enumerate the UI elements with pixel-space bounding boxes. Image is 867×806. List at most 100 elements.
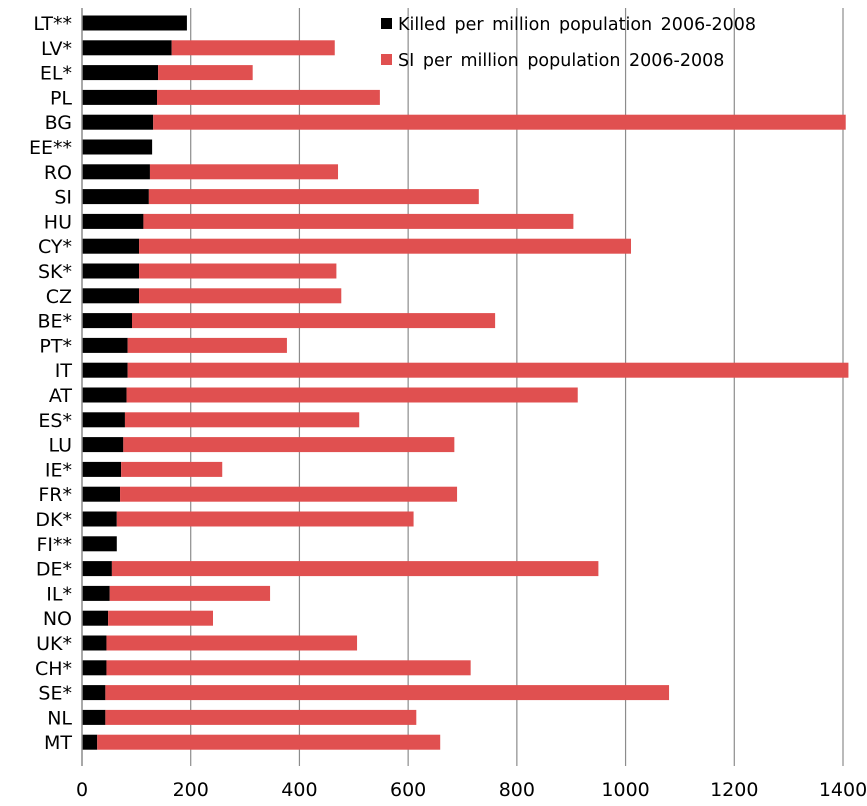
- bar-si: [123, 437, 455, 453]
- category-label: BE*: [37, 311, 72, 333]
- category-label: BG: [45, 112, 72, 134]
- x-tick-label: 1200: [710, 779, 758, 801]
- category-label: IL*: [46, 583, 72, 605]
- category-label: SE*: [38, 683, 72, 705]
- category-label: DK*: [35, 509, 72, 531]
- bar-killed: [82, 635, 107, 651]
- bar-si: [127, 362, 849, 378]
- bar-si: [116, 511, 414, 527]
- category-label: EL*: [40, 63, 72, 85]
- category-label: RO: [44, 162, 72, 184]
- bars: [82, 15, 849, 750]
- category-label: FR*: [38, 484, 72, 506]
- bar-si: [111, 561, 599, 577]
- bar-killed: [82, 189, 149, 205]
- bar-killed: [82, 437, 124, 453]
- bar-si: [106, 635, 358, 651]
- bar-killed: [82, 238, 140, 254]
- category-label: HU: [44, 211, 72, 233]
- bar-si: [139, 288, 342, 304]
- category-label: ES*: [38, 410, 72, 432]
- bar-killed: [82, 213, 144, 229]
- bar-si: [106, 660, 471, 676]
- bar-killed: [82, 585, 110, 601]
- x-tick-label: 200: [173, 779, 209, 801]
- legend-swatch: [381, 54, 392, 65]
- category-label: PL: [50, 87, 72, 109]
- category-label: CY*: [38, 236, 72, 258]
- bar-si: [124, 412, 360, 428]
- category-label: SI: [54, 187, 72, 209]
- bar-killed: [82, 40, 172, 56]
- bar-si: [121, 461, 223, 477]
- bar-killed: [82, 610, 109, 626]
- category-label: UK*: [36, 633, 72, 655]
- bar-killed: [82, 114, 154, 130]
- bar-killed: [82, 486, 121, 502]
- bar-killed: [82, 65, 159, 81]
- bar-killed: [82, 263, 140, 279]
- category-label: NL: [47, 707, 72, 729]
- gridlines: [190, 8, 844, 766]
- legend-swatch: [381, 18, 392, 29]
- x-tick-label: 1400: [819, 779, 867, 801]
- bar-si: [153, 114, 846, 130]
- category-label: CZ: [46, 286, 72, 308]
- bar-si: [149, 164, 339, 180]
- category-label: FI**: [36, 534, 72, 556]
- legend-label: Killed per million population 2006-2008: [398, 15, 756, 35]
- bar-killed: [82, 164, 150, 180]
- bar-killed: [82, 561, 112, 577]
- category-label: DE*: [36, 559, 72, 581]
- bar-si: [109, 585, 271, 601]
- bar-killed: [82, 412, 125, 428]
- bar-killed: [82, 288, 140, 304]
- bar-killed: [82, 387, 127, 403]
- bar-si: [139, 238, 632, 254]
- bar-killed: [82, 734, 98, 750]
- bar-killed: [82, 660, 107, 676]
- category-label: PT*: [39, 335, 72, 357]
- bar-killed: [82, 685, 106, 701]
- bar-si: [105, 685, 670, 701]
- x-tick-label: 600: [390, 779, 426, 801]
- legend-label: SI per million population 2006-2008: [398, 51, 724, 71]
- bar-si: [105, 709, 417, 725]
- bar-si: [127, 337, 287, 353]
- x-tick-label: 800: [499, 779, 535, 801]
- x-tick-label: 0: [76, 779, 88, 801]
- bar-killed: [82, 709, 106, 725]
- category-label: LT**: [33, 13, 72, 35]
- category-label: SK*: [38, 261, 72, 283]
- bar-killed: [82, 89, 158, 105]
- bar-killed: [82, 337, 128, 353]
- bar-killed: [82, 15, 187, 31]
- bar-si: [143, 213, 574, 229]
- x-tick-labels: 0 200 400 600 800 1000 1200 1400: [76, 779, 867, 801]
- category-label: IT: [55, 360, 73, 382]
- bar-si: [171, 40, 335, 56]
- legend: Killed per million population 2006-2008 S…: [381, 15, 756, 71]
- bar-killed: [82, 511, 117, 527]
- bar-si: [139, 263, 337, 279]
- category-label: EE**: [29, 137, 72, 159]
- bar-killed: [82, 461, 122, 477]
- category-label: AT: [49, 385, 73, 407]
- bar-si: [148, 189, 479, 205]
- bar-si: [132, 313, 496, 329]
- bar-si: [158, 65, 253, 81]
- bar-killed: [82, 139, 153, 155]
- bar-si: [97, 734, 441, 750]
- x-tick-label: 400: [281, 779, 317, 801]
- bar-si: [108, 610, 214, 626]
- category-label: CH*: [35, 658, 72, 680]
- category-label: MT: [44, 732, 72, 754]
- bar-si: [120, 486, 458, 502]
- bar-killed: [82, 362, 128, 378]
- category-label: IE*: [45, 459, 72, 481]
- x-tick-label: 1000: [601, 779, 649, 801]
- category-label: NO: [43, 608, 72, 630]
- category-label: LV*: [41, 38, 72, 60]
